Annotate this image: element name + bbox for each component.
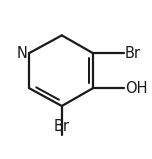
Text: Br: Br [54,119,70,134]
Text: N: N [17,45,28,61]
Text: OH: OH [125,81,148,96]
Text: Br: Br [125,45,141,61]
